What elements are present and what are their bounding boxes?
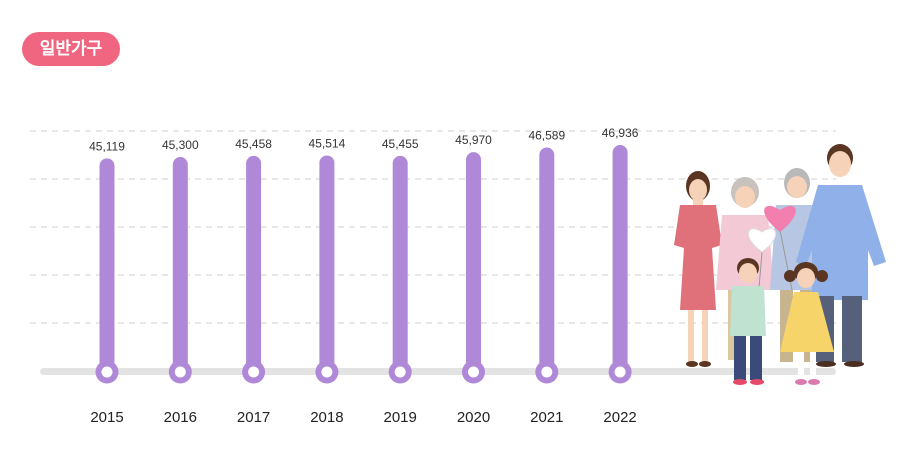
category-labels: 2015 2016 2017 2018 2019 2020 2021 2022 — [90, 409, 636, 426]
bar-base-hole-2016 — [174, 366, 186, 378]
value-label-2017: 45,458 — [235, 137, 272, 151]
bar-base-hole-2020 — [468, 366, 479, 378]
category-badge: 일반가구 — [22, 32, 120, 66]
bar-base-hole-2019 — [394, 366, 406, 378]
value-label-2018: 45,514 — [309, 136, 346, 150]
boy-figure — [730, 258, 766, 385]
category-label-2019: 2019 — [384, 409, 417, 426]
value-label-2021: 46,589 — [528, 129, 565, 143]
value-label-2015: 45,119 — [89, 139, 125, 153]
category-label-2020: 2020 — [457, 409, 490, 426]
family-illustration — [674, 144, 886, 385]
bars — [95, 145, 632, 384]
bar-2017 — [246, 155, 262, 372]
category-label-2022: 2022 — [603, 409, 636, 426]
bar-2015 — [99, 158, 115, 372]
category-label-2015: 2015 — [90, 409, 123, 426]
bar-base-hole-2022 — [614, 366, 626, 378]
category-label-2017: 2017 — [237, 409, 270, 426]
value-label-2022: 46,936 — [602, 126, 639, 140]
bar-base-hole-2018 — [321, 366, 333, 378]
category-label-2021: 2021 — [530, 409, 563, 426]
bar-2018 — [319, 155, 335, 372]
category-label-2016: 2016 — [164, 409, 197, 426]
category-label-2018: 2018 — [310, 409, 343, 426]
value-label-2016: 45,300 — [162, 138, 199, 152]
bar-2021 — [539, 147, 555, 372]
bar-2019 — [392, 155, 408, 372]
bar-2020 — [466, 152, 481, 372]
bar-base-hole-2017 — [248, 366, 260, 378]
girl-figure — [780, 262, 834, 385]
value-label-2019: 45,455 — [382, 137, 419, 151]
value-label-2020: 45,970 — [455, 133, 492, 147]
baseline — [40, 368, 836, 375]
woman-figure — [674, 171, 722, 367]
bar-2016 — [172, 157, 188, 372]
value-labels: 45,119 45,300 45,458 45,514 45,455 45,970 46,5… — [89, 126, 639, 153]
bar-2022 — [612, 145, 628, 372]
bar-base-hole-2015 — [101, 366, 113, 378]
bar-base-hole-2021 — [541, 366, 553, 378]
